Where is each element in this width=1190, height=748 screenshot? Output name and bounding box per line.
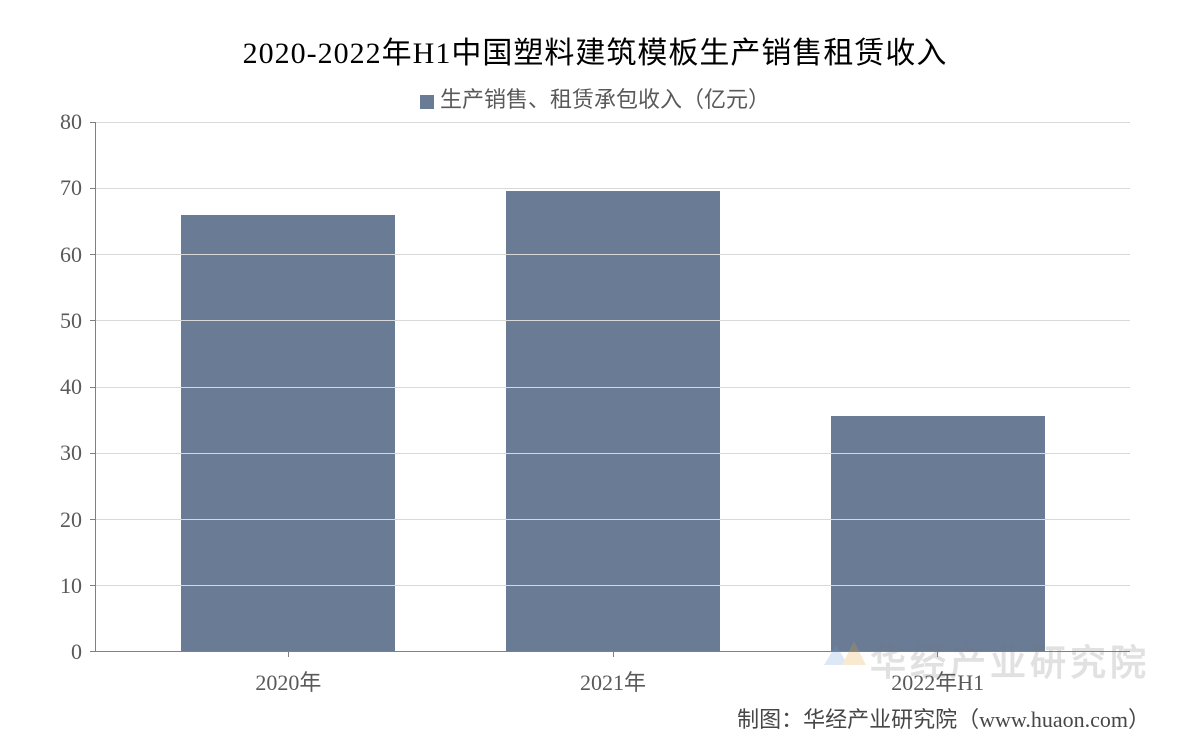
x-tick-mark	[613, 651, 614, 657]
y-tick-mark	[90, 651, 96, 652]
y-tick-mark	[90, 585, 96, 586]
y-tick-label: 50	[40, 308, 82, 334]
grid-area: 2020年2021年2022年H1	[95, 122, 1130, 652]
gridline	[96, 387, 1130, 388]
y-tick-mark	[90, 320, 96, 321]
chart-footer: 制图：华经产业研究院（www.huaon.com）	[737, 702, 1150, 734]
x-axis-label: 2021年	[580, 665, 646, 697]
gridline	[96, 585, 1130, 586]
gridline	[96, 320, 1130, 321]
x-axis-label: 2022年H1	[891, 665, 984, 697]
legend-marker-icon	[420, 95, 434, 109]
y-tick-label: 80	[40, 109, 82, 135]
y-tick-mark	[90, 188, 96, 189]
gridline	[96, 453, 1130, 454]
y-tick-label: 70	[40, 175, 82, 201]
y-tick-mark	[90, 519, 96, 520]
x-tick-mark	[937, 651, 938, 657]
y-tick-label: 0	[40, 639, 82, 665]
bar	[831, 416, 1045, 651]
gridline	[96, 122, 1130, 123]
y-tick-label: 60	[40, 242, 82, 268]
gridline	[96, 519, 1130, 520]
chart-title: 2020-2022年H1中国塑料建筑模板生产销售租赁收入	[40, 28, 1150, 72]
y-tick-mark	[90, 254, 96, 255]
y-tick-label: 40	[40, 374, 82, 400]
legend-label: 生产销售、租赁承包收入（亿元）	[440, 87, 770, 112]
bar	[506, 191, 720, 651]
y-tick-mark	[90, 122, 96, 123]
y-tick-mark	[90, 387, 96, 388]
y-tick-label: 30	[40, 440, 82, 466]
chart-legend: 生产销售、租赁承包收入（亿元）	[40, 82, 1150, 114]
x-tick-mark	[288, 651, 289, 657]
y-tick-mark	[90, 453, 96, 454]
x-axis-label: 2020年	[255, 665, 321, 697]
plot-area: 01020304050607080 2020年2021年2022年H1	[95, 122, 1130, 652]
gridline	[96, 188, 1130, 189]
y-tick-label: 20	[40, 507, 82, 533]
chart-container: 2020-2022年H1中国塑料建筑模板生产销售租赁收入 生产销售、租赁承包收入…	[0, 0, 1190, 748]
y-tick-label: 10	[40, 573, 82, 599]
y-axis: 01020304050607080	[40, 122, 90, 652]
gridline	[96, 254, 1130, 255]
